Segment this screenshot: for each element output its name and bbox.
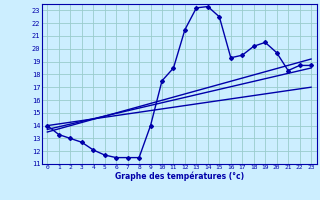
X-axis label: Graphe des températures (°c): Graphe des températures (°c): [115, 172, 244, 181]
